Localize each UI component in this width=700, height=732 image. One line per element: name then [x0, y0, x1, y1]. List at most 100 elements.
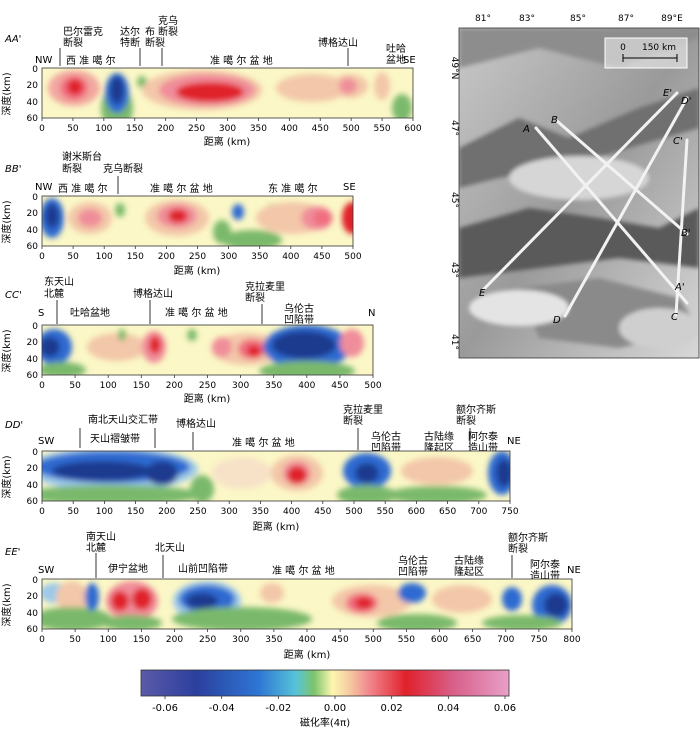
lat-label-4: 43° — [449, 262, 459, 278]
dd-distance-label: 距离 (km) — [253, 520, 300, 533]
line-dd — [563, 96, 689, 318]
anno-cc-1a: 东天山 — [44, 275, 74, 288]
svg-text:60: 60 — [27, 625, 39, 635]
x-tick-label: 300 — [232, 635, 249, 645]
svg-text:60: 60 — [27, 497, 39, 507]
x-tick-label: 400 — [282, 252, 299, 262]
x-tick-label: 600 — [408, 507, 425, 517]
x-tick-label: 0 — [39, 635, 45, 645]
x-tick-label: 0 — [39, 507, 45, 517]
profile-cc-label: CC' — [5, 290, 22, 301]
x-tick-label: 550 — [398, 635, 415, 645]
bb-x-ticks: 0 50 100 150 200 250 300 350 400 450 500 — [39, 246, 362, 262]
anno-bb-2a: 克乌断裂 — [103, 162, 143, 175]
line-bb — [555, 119, 689, 236]
anno-aa-4b: 断裂 — [158, 25, 178, 38]
x-tick-label: 250 — [188, 124, 205, 134]
x-tick-label: 50 — [67, 507, 79, 517]
ee-left-dir: SW — [38, 565, 54, 576]
anno-ee-6b: 隆起区 — [454, 565, 484, 578]
x-tick-label: 350 — [252, 507, 269, 517]
aa-region-2: 准 噶 尔 盆 地 — [210, 54, 273, 67]
cc-left-dir: S — [38, 308, 44, 319]
svg-text:60: 60 — [27, 242, 39, 252]
x-tick-label: 50 — [67, 124, 79, 134]
x-tick-label: 500 — [364, 381, 381, 391]
x-tick-label: -0.04 — [209, 703, 235, 714]
line-aa — [534, 126, 689, 305]
dd-region-1: 准 噶 尔 盆 地 — [232, 436, 295, 449]
x-tick-label: 0.04 — [437, 703, 459, 714]
cc-distance-label: 距离 (km) — [184, 392, 231, 405]
x-tick-label: 0.06 — [494, 703, 516, 714]
bb-region-2: 准 噶 尔 盆 地 — [150, 182, 213, 195]
dd-left-dir: SW — [38, 436, 54, 447]
x-tick-label: 100 — [100, 635, 117, 645]
x-tick-label: 200 — [158, 507, 175, 517]
x-tick-label: 150 — [133, 635, 150, 645]
ee-distance-label: 距离 (km) — [284, 648, 331, 661]
anno-cc-1b: 北麓 — [44, 287, 64, 300]
anno-cc-4b: 凹陷带 — [284, 313, 314, 326]
x-tick-label: 400 — [298, 635, 315, 645]
anno-ee-7b: 断裂 — [508, 542, 528, 555]
map-label-b-prime: B' — [681, 228, 691, 239]
x-tick-label: 700 — [497, 635, 514, 645]
x-tick-label: 400 — [283, 507, 300, 517]
x-tick-label: 250 — [189, 507, 206, 517]
anno-ee-3a: 北天山 — [155, 542, 185, 554]
anno-dd-7b: 断裂 — [456, 414, 476, 427]
x-tick-label: 100 — [95, 124, 112, 134]
map-label-e-prime: E' — [663, 88, 672, 99]
x-tick-label: 650 — [464, 635, 481, 645]
profile-aa: AA' 巴尔雷克 断裂 达尔 特断 布 断裂 克乌 断裂 博格达山 吐哈 盆地 … — [0, 14, 422, 148]
x-tick-label: 450 — [313, 252, 330, 262]
x-tick-label: 150 — [127, 507, 144, 517]
x-tick-label: 150 — [126, 124, 143, 134]
colorbar-ticks: -0.06 -0.04 -0.02 0.00 0.02 0.04 0.06 — [152, 696, 516, 714]
x-tick-label: 50 — [67, 252, 79, 262]
bb-distance-label: 距离 (km) — [174, 264, 221, 277]
x-tick-label: 700 — [470, 507, 487, 517]
anno-aa-3b: 断裂 — [145, 36, 165, 49]
x-tick-label: 200 — [166, 381, 183, 391]
x-tick-label: 50 — [69, 635, 81, 645]
x-tick-label: 600 — [404, 124, 421, 134]
lat-label-1: 49°N — [449, 57, 459, 80]
dd-depth-label: 深度(km) — [0, 455, 13, 498]
x-tick-label: 50 — [69, 381, 81, 391]
anno-aa-3a: 布 — [145, 26, 155, 38]
profile-aa-label: AA' — [4, 34, 21, 45]
x-tick-label: 200 — [158, 252, 175, 262]
svg-text:0: 0 — [32, 193, 38, 203]
anno-dd-3a: 博格达山 — [176, 417, 216, 430]
x-tick-label: 400 — [281, 124, 298, 134]
anno-aa-5a: 博格达山 — [318, 36, 358, 49]
anno-ee-2a: 伊宁盆地 — [108, 562, 148, 575]
anno-aa-1b: 断裂 — [63, 36, 83, 49]
x-tick-label: 0 — [39, 381, 45, 391]
x-tick-label: 0.02 — [381, 703, 403, 714]
anno-dd-4a: 克拉麦里 — [343, 403, 383, 416]
x-tick-label: 300 — [221, 507, 238, 517]
x-tick-label: 450 — [314, 507, 331, 517]
anno-ee-1b: 北麓 — [86, 541, 106, 554]
x-tick-label: 450 — [312, 124, 329, 134]
anno-bb-1b: 断裂 — [62, 162, 82, 175]
anno-ee-1a: 南天山 — [86, 530, 116, 543]
x-tick-label: 0.00 — [324, 703, 346, 714]
aa-depth-label: 深度(km) — [0, 72, 13, 115]
bb-left-dir: NW — [35, 182, 52, 193]
x-tick-label: 550 — [373, 124, 390, 134]
aa-x-ticks: 0 50 100 150 200 250 300 350 400 450 500 550 600 — [39, 118, 422, 134]
lat-label-2: 47° — [449, 120, 459, 136]
location-map: 81° 83° 85° 87° 89°E 49°N 47° 45° 43° 41… — [449, 14, 700, 359]
bb-region-1: 西 准 噶 尔 — [58, 182, 108, 195]
map-label-e: E — [479, 288, 486, 299]
anno-aa-6b: 盆地 — [386, 53, 406, 66]
profile-ee: EE' 南天山 北麓 伊宁盆地 北天山 山前凹陷带 乌伦古 凹陷带 古陆缘 隆起… — [0, 530, 581, 661]
x-tick-label: 300 — [219, 124, 236, 134]
cc-depth-label: 深度(km) — [0, 329, 13, 372]
x-tick-label: 200 — [157, 124, 174, 134]
ee-depth-label: 深度(km) — [0, 583, 13, 626]
